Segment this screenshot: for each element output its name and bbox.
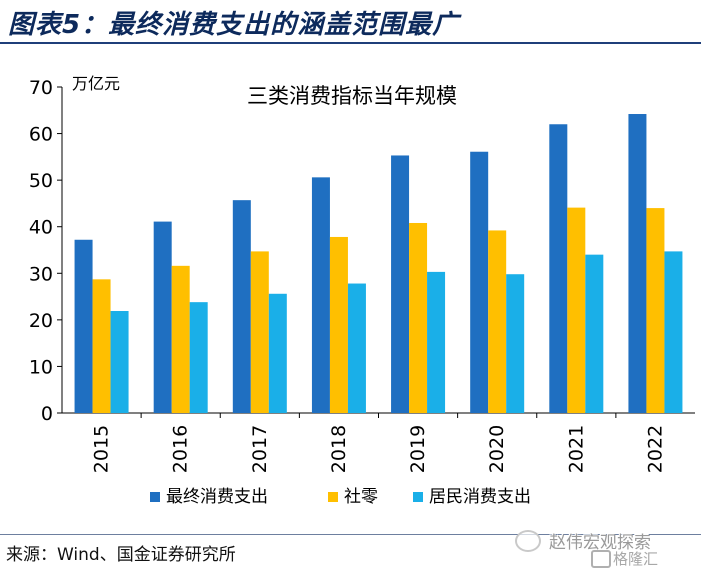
legend-swatch [150,492,160,502]
watermark: 赵伟宏观探索 格隆汇 [515,528,695,568]
bar-2022-社零 [646,208,665,413]
legend-swatch [413,492,423,502]
legend-label: 居民消费支出 [429,487,531,507]
y-tick-label: 0 [41,403,53,425]
source-note: 来源：Wind、国金证券研究所 [6,545,236,565]
x-category-label: 2016 [170,425,192,473]
bar-2021-居民消费支出 [585,254,604,413]
figure-title: 图表5：最终消费支出的涵盖范围最广 [8,10,460,40]
legend-swatch [328,492,338,502]
y-tick-label: 70 [29,77,53,99]
bar-2020-社零 [488,230,507,413]
bar-2016-居民消费支出 [189,302,208,413]
bar-2015-社零 [92,279,111,413]
watermark-site: 格隆汇 [613,550,659,568]
watermark-account: 赵伟宏观探索 [549,533,651,553]
bar-2019-最终消费支出 [391,155,410,413]
gelonghui-logo-icon [591,550,611,568]
y-tick-label: 50 [29,170,53,192]
x-category-label: 2019 [407,425,429,473]
bar-2016-最终消费支出 [153,221,172,413]
legend-label: 最终消费支出 [166,487,268,507]
y-tick-label: 30 [29,263,53,285]
bar-2017-居民消费支出 [268,293,287,413]
wechat-icon [515,530,541,552]
y-tick-label: 40 [29,217,53,239]
bar-2016-社零 [171,265,190,413]
y-tick-label: 20 [29,310,53,332]
bar-2015-居民消费支出 [110,311,129,413]
bar-2018-最终消费支出 [311,177,330,413]
x-category-label: 2022 [644,425,666,473]
chart-title: 三类消费指标当年规模 [247,84,457,108]
bar-2017-社零 [250,251,269,413]
bar-2021-最终消费支出 [549,124,568,413]
header-divider [0,42,701,44]
x-category-label: 2021 [565,425,587,473]
legend-label: 社零 [344,487,378,507]
bar-2020-居民消费支出 [506,274,525,413]
bar-2022-最终消费支出 [628,114,647,414]
bar-2019-社零 [409,222,428,413]
bar-2020-最终消费支出 [470,151,489,413]
bar-2017-最终消费支出 [232,200,251,413]
bar-2018-居民消费支出 [347,283,366,413]
y-tick-label: 10 [29,356,53,378]
figure-header: 图表5：最终消费支出的涵盖范围最广 [0,0,701,44]
x-category-label: 2017 [249,425,271,473]
y-axis-unit-label: 万亿元 [72,74,120,93]
y-tick-label: 60 [29,124,53,146]
bar-2015-最终消费支出 [74,239,93,413]
source-divider [0,534,701,535]
x-category-label: 2020 [486,425,508,473]
bar-2022-居民消费支出 [664,251,683,413]
x-category-label: 2015 [91,425,113,473]
bar-2018-社零 [329,236,348,413]
x-category-label: 2018 [328,425,350,473]
bar-2019-居民消费支出 [427,271,446,413]
bar-2021-社零 [567,207,586,413]
